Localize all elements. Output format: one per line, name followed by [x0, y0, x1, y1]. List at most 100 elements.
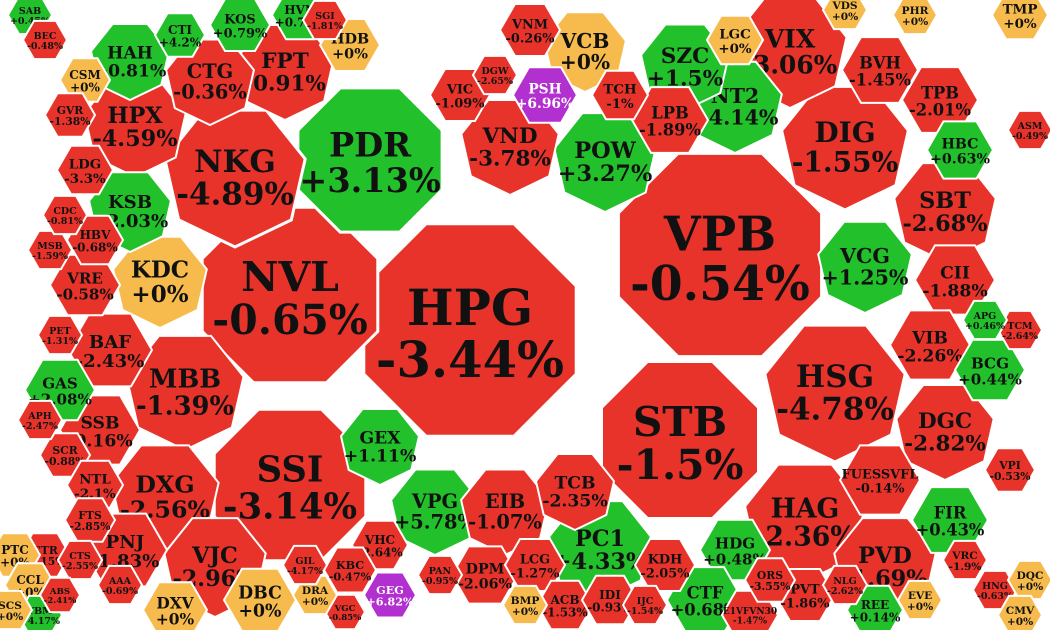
- heatmap-cell-aaa-110[interactable]: AAA-0.69%: [96, 564, 144, 606]
- heatmap-cell-vnm-63[interactable]: VNM-0.26%: [498, 3, 562, 57]
- heatmap-cell-vcg-13[interactable]: VCG+1.25%: [817, 220, 913, 315]
- heatmap-cell-vpb-1[interactable]: VPB-0.54%: [616, 151, 824, 359]
- heatmap-cell-mbb-9[interactable]: MBB-1.39%: [125, 334, 245, 452]
- heatmap-cell-cmv-92[interactable]: CMV+0%: [996, 594, 1044, 630]
- cell-change: +4.33%: [553, 549, 648, 575]
- heatmap-cell-ssi-4[interactable]: SSI-3.14%: [212, 407, 368, 563]
- heatmap-cell-kdh-55[interactable]: KDH-2.05%: [633, 538, 697, 592]
- heatmap-cell-stb-3[interactable]: STB-1.5%: [600, 360, 760, 520]
- heatmap-cell-tpb-39[interactable]: TPB-2.01%: [900, 66, 980, 134]
- heatmap-cell-hsg-7[interactable]: HSG-4.78%: [763, 323, 907, 464]
- heatmap-cell-lpb-42[interactable]: LPB-1.89%: [630, 86, 710, 154]
- cell-ticker: DGC: [918, 409, 972, 434]
- cell-change: -0.14%: [856, 481, 905, 496]
- heatmap-cell-tmp-93[interactable]: TMP+0%: [990, 0, 1050, 41]
- heatmap-cell-nvl-2[interactable]: NVL-0.65%: [200, 205, 380, 385]
- heatmap-cell-dxv-84[interactable]: DXV+0%: [141, 581, 209, 630]
- heatmap-cell-phr-114[interactable]: PHR+0%: [891, 0, 939, 36]
- cell-shape: [416, 554, 464, 596]
- heatmap-cell-baf-34[interactable]: BAF-2.43%: [66, 312, 154, 388]
- heatmap-cell-cts-111[interactable]: CTS-2.55%: [56, 539, 104, 581]
- heatmap-cell-bec-116[interactable]: BEC-0.48%: [21, 19, 69, 61]
- heatmap-cell-hpx-17[interactable]: HPX-4.59%: [83, 77, 187, 179]
- cell-ticker: KBC: [336, 558, 364, 572]
- heatmap-cell-lcg-52[interactable]: LCG-1.27%: [503, 538, 567, 592]
- heatmap-cell-vgc-107[interactable]: VGC-0.85%: [323, 593, 367, 630]
- heatmap-cell-sbt-25[interactable]: SBT-2.68%: [893, 162, 997, 264]
- cell-change: -1.53%: [542, 605, 588, 619]
- cell-shape: [501, 584, 549, 626]
- heatmap-cell-pan-106[interactable]: PAN-0.95%: [416, 554, 464, 596]
- heatmap-cell-asm-104[interactable]: ASM-0.49%: [1006, 109, 1050, 151]
- heatmap-cell-fir-48[interactable]: FIR+0.43%: [910, 486, 990, 554]
- cell-change: -0.58%: [56, 285, 113, 303]
- heatmap-cell-gex-31[interactable]: GEX+1.11%: [339, 408, 421, 487]
- heatmap-cell-nkg-6[interactable]: NKG-4.89%: [163, 108, 307, 249]
- heatmap-cell-psh-61[interactable]: PSH+6.96%: [511, 66, 579, 124]
- heatmap-cell-tch-64[interactable]: TCH-1%: [590, 69, 650, 121]
- heatmap-cell-scr-75[interactable]: SCR-0.88%: [38, 432, 92, 478]
- heatmap-cell-acb-53[interactable]: ACB-1.53%: [535, 579, 595, 630]
- heatmap-cell-geg-60[interactable]: GEG+6.82%: [362, 571, 418, 619]
- heatmap-cell-cti-96[interactable]: CTI+4.2%: [153, 12, 207, 58]
- cell-ticker: VPI: [998, 459, 1021, 472]
- heatmap-cell-gil-109[interactable]: GIL-4.17%: [281, 544, 329, 586]
- heatmap-cell-vic-62[interactable]: VIC-1.09%: [428, 68, 492, 122]
- cell-change: -2.05%: [641, 566, 690, 581]
- heatmap-cell-aph-76[interactable]: APH-2.47%: [16, 399, 64, 441]
- heatmap-cell-ijc-103[interactable]: IJC-1.54%: [621, 584, 669, 626]
- heatmap-cell-eib-29[interactable]: EIB-1.07%: [460, 468, 550, 557]
- heatmap-cell-lgc-94[interactable]: LGC+0%: [705, 14, 765, 66]
- heatmap-cell-fpt-16[interactable]: FPT-0.91%: [235, 24, 335, 122]
- heatmap-cell-kos-95[interactable]: KOS+0.79%: [208, 0, 272, 52]
- heatmap-cell-scs-83[interactable]: SCS+0%: [0, 589, 34, 630]
- heatmap-cell-pet-74[interactable]: PET-1.31%: [36, 314, 84, 356]
- cell-ticker: IJC: [637, 596, 654, 607]
- heatmap-cell-vrc-89[interactable]: VRC-1.9%: [941, 539, 989, 581]
- heatmap-cell-vds-113[interactable]: VDS+0%: [821, 0, 869, 31]
- heatmap-cell-fts-78[interactable]: FTS-2.85%: [63, 497, 117, 543]
- heatmap-cell-bmp-105[interactable]: BMP+0%: [501, 584, 549, 626]
- heatmap-cell-vnd-15[interactable]: VND-3.78%: [460, 99, 560, 197]
- heatmap-cell-fuessvfl-44[interactable]: FUESSVFL-0.14%: [838, 444, 922, 516]
- cell-ticker: DQC: [1017, 570, 1044, 582]
- cell-change: -2.64%: [1002, 331, 1038, 342]
- heatmap-cell-hpg-0[interactable]: HPG-3.44%: [362, 222, 578, 438]
- heatmap-cell-gvr-70[interactable]: GVR-1.38%: [43, 92, 97, 138]
- heatmap-cell-pow-14[interactable]: POW+3.27%: [553, 112, 657, 214]
- cell-change: +0.48%: [703, 550, 767, 568]
- heatmap-cell-hbc-47[interactable]: HBC+0.63%: [925, 120, 995, 180]
- heatmap-cell-bvh-38[interactable]: BVH-1.45%: [840, 36, 920, 104]
- heatmap-cell-msb-72[interactable]: MSB-1.59%: [26, 229, 74, 271]
- heatmap-cell-eve-88[interactable]: EVE+0%: [896, 579, 944, 621]
- cell-change: +0.81%: [94, 61, 167, 81]
- cell-change: +0%: [560, 50, 610, 74]
- heatmap-cell-sgi-98[interactable]: SGI-1.81%: [301, 0, 349, 41]
- heatmap-cell-dqc-91[interactable]: DQC+0%: [1006, 559, 1050, 601]
- heatmap-cell-tcb-30[interactable]: TCB-2.35%: [534, 453, 616, 532]
- heatmap-cell-kdc-12[interactable]: KDC+0%: [112, 235, 208, 330]
- heatmap-cell-dig-8[interactable]: DIG-1.55%: [779, 84, 911, 212]
- heatmap-cell-bcg-46[interactable]: BCG+0.44%: [953, 338, 1027, 402]
- cell-shape: [26, 229, 74, 271]
- cell-ticker: PVT: [790, 583, 820, 598]
- heatmap-cell-hbv-71[interactable]: HBV-0.68%: [65, 214, 125, 266]
- heatmap-cell-cii-40[interactable]: CII-1.88%: [913, 244, 997, 316]
- heatmap-cell-ldg-69[interactable]: LDG-3.3%: [55, 144, 115, 196]
- heatmap-cell-cdc-73[interactable]: CDC-0.81%: [41, 194, 89, 236]
- heatmap-cell-nlg-87[interactable]: NLG-2.62%: [821, 564, 869, 606]
- heatmap-cell-abs-112[interactable]: ABS-2.41%: [38, 576, 82, 614]
- heatmap-cell-pdr-5[interactable]: PDR+3.13%: [296, 86, 444, 234]
- heatmap-cell-ors-86[interactable]: ORS-3.55%: [743, 557, 797, 603]
- heatmap-cell-kbc-59[interactable]: KBC-0.47%: [322, 546, 378, 594]
- cell-shape: [893, 162, 997, 264]
- cell-ticker: VCB: [560, 29, 610, 53]
- heatmap-cell-csm-68[interactable]: CSM+0%: [58, 57, 112, 103]
- heatmap-cell-dgw-99[interactable]: DGW-2.65%: [471, 54, 519, 96]
- heatmap-cell-tcm-101[interactable]: TCM-2.64%: [996, 309, 1044, 351]
- heatmap-cell-apg-102[interactable]: APG+0.46%: [961, 299, 1009, 341]
- heatmap-cell-vpg-27[interactable]: VPG+5.78%: [390, 468, 480, 557]
- heatmap-cell-dra-108[interactable]: DRA+0%: [291, 574, 339, 616]
- heatmap-cell-dgc-24[interactable]: DGC-2.82%: [895, 384, 995, 482]
- heatmap-cell-vpi-100[interactable]: VPI-0.53%: [983, 447, 1037, 493]
